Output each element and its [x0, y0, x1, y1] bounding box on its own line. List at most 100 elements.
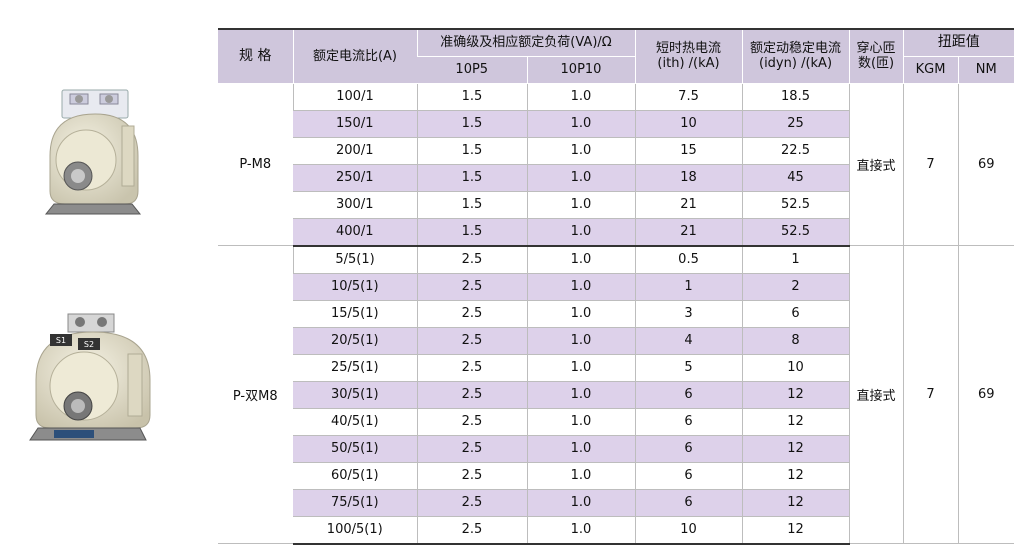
header-ratio: 额定电流比(A) [292, 28, 417, 84]
accuracy-10p5-cell: 2.5 [416, 489, 527, 517]
accuracy-10p10-cell: 1.0 [526, 245, 636, 274]
idyn-cell: 12 [741, 462, 850, 490]
accuracy-10p10-cell: 1.0 [526, 408, 636, 436]
accuracy-10p5-cell: 2.5 [416, 273, 527, 301]
ratio-cell: 75/5(1) [293, 489, 417, 517]
idyn-cell: 8 [741, 327, 850, 355]
accuracy-10p5-cell: 1.5 [416, 218, 527, 247]
idyn-cell: 2 [741, 273, 850, 301]
ith-cell: 7.5 [634, 83, 743, 111]
accuracy-10p10-cell: 1.0 [526, 327, 636, 355]
idyn-cell: 52.5 [741, 218, 850, 247]
table-row: 400/1 1.5 1.0 21 52.5 [218, 218, 1014, 247]
ratio-cell: 100/1 [292, 83, 417, 111]
ith-cell: 6 [634, 489, 743, 517]
ratio-cell: 50/5(1) [293, 435, 417, 463]
ratio-cell: 5/5(1) [292, 245, 417, 274]
accuracy-10p5-cell: 1.5 [416, 137, 527, 165]
accuracy-10p5-cell: 1.5 [416, 191, 527, 219]
header-ith-line1: 短时热电流 [656, 41, 722, 57]
header-core-line1: 穿心匝 [856, 41, 896, 57]
idyn-cell: 10 [741, 354, 850, 382]
ith-cell: 6 [634, 408, 743, 436]
accuracy-10p10-cell: 1.0 [526, 435, 636, 463]
idyn-cell: 1 [741, 245, 850, 274]
accuracy-10p5-cell: 1.5 [416, 83, 527, 111]
accuracy-10p10-cell: 1.0 [526, 218, 636, 247]
accuracy-10p5-cell: 2.5 [416, 462, 527, 490]
idyn-cell: 12 [741, 408, 850, 436]
accuracy-10p5-cell: 2.5 [416, 327, 527, 355]
idyn-cell: 12 [741, 489, 850, 517]
accuracy-10p10-cell: 1.0 [526, 137, 636, 165]
accuracy-10p10-cell: 1.0 [526, 110, 636, 138]
header-core-turns: 穿心匝 数(匝) [848, 28, 904, 84]
header-idyn-line1: 额定动稳定电流 [750, 41, 842, 57]
header-ith: 短时热电流 (ith) /(kA) [634, 28, 743, 84]
header-idyn-line2: (idyn) /(kA) [759, 56, 833, 72]
ratio-cell: 30/5(1) [293, 381, 417, 409]
ratio-cell: 250/1 [293, 164, 417, 192]
table-row: 25/5(1) 2.5 1.0 5 10 [218, 354, 1014, 382]
ith-cell: 6 [634, 462, 743, 490]
current-transformer-icon [44, 89, 142, 215]
header-ith-line2: (ith) /(kA) [657, 56, 720, 72]
ith-cell: 3 [634, 300, 743, 328]
ith-cell: 10 [634, 516, 743, 545]
nm-cell: 69 [957, 245, 1015, 544]
table-row: 50/5(1) 2.5 1.0 6 12 [218, 435, 1014, 463]
ith-cell: 21 [634, 218, 743, 247]
accuracy-10p10-cell: 1.0 [526, 516, 636, 545]
double-current-transformer-icon: S1 S2 [29, 313, 151, 441]
header-idyn: 额定动稳定电流 (idyn) /(kA) [741, 28, 850, 84]
ratio-cell: 300/1 [293, 191, 417, 219]
ratio-cell: 25/5(1) [293, 354, 417, 382]
table-row: 200/1 1.5 1.0 15 22.5 [218, 137, 1014, 165]
accuracy-10p10-cell: 1.0 [526, 83, 636, 111]
current-transformer-photo-p-m8 [40, 86, 150, 226]
idyn-cell: 25 [741, 110, 850, 138]
table-row: 60/5(1) 2.5 1.0 6 12 [218, 462, 1014, 490]
idyn-cell: 45 [741, 164, 850, 192]
table-row: 15/5(1) 2.5 1.0 3 6 [218, 300, 1014, 328]
idyn-cell: 12 [741, 381, 850, 409]
ith-cell: 0.5 [634, 245, 743, 274]
accuracy-10p5-cell: 2.5 [416, 245, 527, 274]
accuracy-10p5-cell: 2.5 [416, 408, 527, 436]
accuracy-10p5-cell: 2.5 [416, 381, 527, 409]
table-row: 20/5(1) 2.5 1.0 4 8 [218, 327, 1014, 355]
ith-cell: 5 [634, 354, 743, 382]
current-transformer-photo-p-double-m8: S1 S2 [28, 310, 158, 460]
ith-cell: 15 [634, 137, 743, 165]
header-nm: NM [957, 56, 1015, 84]
idyn-cell: 12 [741, 516, 850, 545]
ratio-cell: 150/1 [293, 110, 417, 138]
header-10p5: 10P5 [417, 56, 527, 84]
ratio-cell: 60/5(1) [293, 462, 417, 490]
ith-cell: 1 [634, 273, 743, 301]
ith-cell: 21 [634, 191, 743, 219]
table-row: 250/1 1.5 1.0 18 45 [218, 164, 1014, 192]
ratio-cell: 200/1 [293, 137, 417, 165]
accuracy-10p5-cell: 2.5 [416, 516, 527, 545]
table-row: P-双M8 5/5(1) 2.5 1.0 0.5 1 直接式 7 69 [218, 245, 1015, 544]
s1-label: S1 [56, 336, 66, 345]
table-row: P-M8 100/1 1.5 1.0 7.5 18.5 直接式 7 69 [218, 83, 1015, 246]
ith-cell: 18 [634, 164, 743, 192]
accuracy-10p5-cell: 1.5 [416, 110, 527, 138]
ratio-cell: 40/5(1) [293, 408, 417, 436]
accuracy-10p10-cell: 1.0 [526, 489, 636, 517]
table-body: P-M8 100/1 1.5 1.0 7.5 18.5 直接式 7 69 150/1 1.5 1.0 1… [218, 83, 1015, 545]
kgm-cell: 7 [902, 83, 959, 246]
header-accuracy: 准确级及相应额定负荷(VA)/Ω [416, 28, 636, 57]
model-cell: P-双M8 [218, 245, 293, 544]
idyn-cell: 22.5 [741, 137, 850, 165]
ratio-cell: 400/1 [293, 218, 417, 247]
accuracy-10p5-cell: 1.5 [416, 164, 527, 192]
header-core-line2: 数(匝) [857, 56, 895, 72]
accuracy-10p10-cell: 1.0 [526, 381, 636, 409]
accuracy-10p10-cell: 1.0 [526, 354, 636, 382]
idyn-cell: 52.5 [741, 191, 850, 219]
table-row: 150/1 1.5 1.0 10 25 [218, 110, 1014, 138]
model-cell: P-M8 [218, 83, 293, 246]
